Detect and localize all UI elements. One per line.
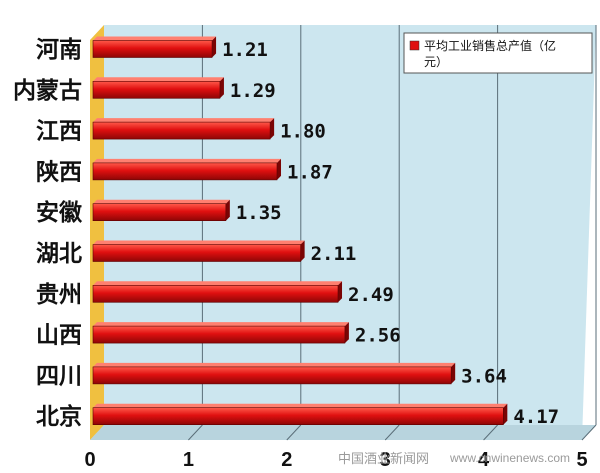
value-labels: 1.21 1.291.80 1.871.35 2.11 2.49 2.56 3.64 4.17 <box>222 39 559 428</box>
x-tick-label: 4 <box>478 449 490 471</box>
x-tick-label: 1 <box>183 449 194 471</box>
data-label: 2.11 <box>311 243 357 265</box>
legend-label: 平均工业销售总产值（亿 <box>424 38 556 53</box>
data-label: 3.64 <box>461 365 507 387</box>
legend: 平均工业销售总产值（亿 元） <box>403 32 593 74</box>
watermark-url: www.cnwinenews.com <box>449 451 570 465</box>
data-label: 1.87 <box>287 161 333 183</box>
x-tick-label: 3 <box>380 449 391 471</box>
category-label: 河南 <box>36 37 82 63</box>
category-label: 北京 <box>36 403 82 430</box>
category-label: 江西 <box>36 119 82 145</box>
category-label: 湖北 <box>36 241 82 267</box>
category-label: 陕西 <box>36 158 82 185</box>
category-label: 山西 <box>36 323 82 349</box>
x-tick-label: 0 <box>84 449 95 471</box>
data-label: 4.17 <box>513 406 559 428</box>
data-label: 1.35 <box>236 202 282 224</box>
legend-swatch <box>409 40 420 51</box>
bar <box>92 199 230 221</box>
bar <box>92 362 456 385</box>
category-label: 四川 <box>36 363 82 389</box>
floor <box>90 425 596 440</box>
bar <box>92 403 508 426</box>
bar <box>92 322 349 344</box>
gridline-floor <box>384 424 400 441</box>
legend-label-continued: 元） <box>424 55 448 69</box>
gridline-floor <box>188 424 203 441</box>
data-label: 1.29 <box>230 80 276 102</box>
x-tick-label: 2 <box>281 449 292 471</box>
bar <box>92 158 282 181</box>
bar <box>92 118 275 140</box>
category-label: 安徽 <box>36 199 83 226</box>
x-axis-ticks: 0 1 2 3 4 5 <box>84 449 587 471</box>
data-label: 2.49 <box>348 284 394 306</box>
gridline-floor <box>581 424 597 441</box>
bar <box>92 281 343 303</box>
gridline-floor <box>286 424 302 441</box>
bar <box>92 36 217 58</box>
watermark-text: 中国酒业新闻网 <box>338 451 429 467</box>
bars <box>92 36 508 426</box>
bar <box>92 77 224 99</box>
bar <box>92 240 305 262</box>
gridline-floor <box>483 424 498 441</box>
category-label: 内蒙古 <box>13 78 82 104</box>
data-label: 2.56 <box>355 325 401 347</box>
data-label: 1.21 <box>222 39 268 61</box>
x-tick-label: 5 <box>576 449 587 471</box>
legend-box <box>403 32 593 74</box>
watermark: 中国酒业新闻网 www.cnwinenews.com <box>338 451 570 467</box>
data-label: 1.80 <box>280 121 326 143</box>
category-label: 贵州 <box>36 282 82 308</box>
